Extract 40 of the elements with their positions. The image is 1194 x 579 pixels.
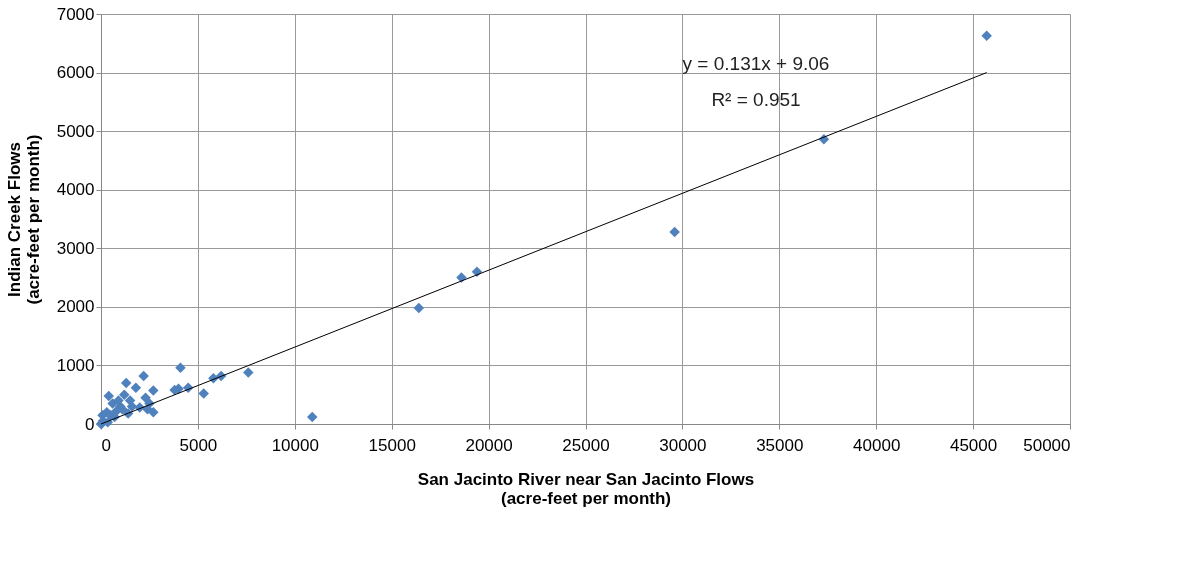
x-axis-title: San Jacinto River near San Jacinto Flows (acre-feet per month) xyxy=(417,469,755,508)
point xyxy=(130,382,142,393)
point xyxy=(119,389,130,400)
x-tick-label: 5000 xyxy=(179,435,218,455)
x-tick-label: 0 xyxy=(101,435,111,455)
y-tick-label: 6000 xyxy=(56,63,95,83)
x-tick-label: 15000 xyxy=(368,435,416,455)
point xyxy=(148,385,159,396)
x-tick-label: 50000 xyxy=(1023,435,1071,455)
point xyxy=(142,404,153,415)
y-tick-label: 4000 xyxy=(56,180,95,200)
x-tick-label: 35000 xyxy=(756,435,804,455)
x-tick-label: 45000 xyxy=(949,435,998,455)
point xyxy=(175,362,186,374)
x-tick-label: 10000 xyxy=(271,435,319,455)
point xyxy=(413,302,425,314)
y-tick-label: 2000 xyxy=(56,297,95,317)
y-tick-label: 1000 xyxy=(56,355,95,375)
y-tick-label: 7000 xyxy=(56,4,95,24)
x-tick-label: 40000 xyxy=(853,435,901,455)
point xyxy=(126,401,138,412)
point xyxy=(243,367,254,378)
point xyxy=(103,390,114,402)
point xyxy=(120,377,132,389)
y-axis-title: Indian Creek Flows (acre-feet per month) xyxy=(4,134,43,305)
x-tick-label: 20000 xyxy=(465,435,513,455)
point xyxy=(981,30,992,41)
x-tick-label: 30000 xyxy=(659,435,707,455)
y-tick-label: 0 xyxy=(85,414,95,434)
point xyxy=(307,411,318,423)
point xyxy=(669,226,680,238)
y-tick-label: 5000 xyxy=(56,121,95,141)
point xyxy=(140,392,151,403)
annotation: y = 0.131x + 9.06 xyxy=(682,53,830,74)
point xyxy=(198,388,209,399)
y-tick-label: 3000 xyxy=(56,238,95,258)
annotation: R² = 0.951 xyxy=(711,89,801,110)
x-tick-label: 25000 xyxy=(562,435,610,455)
point xyxy=(138,370,149,382)
point xyxy=(113,395,124,406)
